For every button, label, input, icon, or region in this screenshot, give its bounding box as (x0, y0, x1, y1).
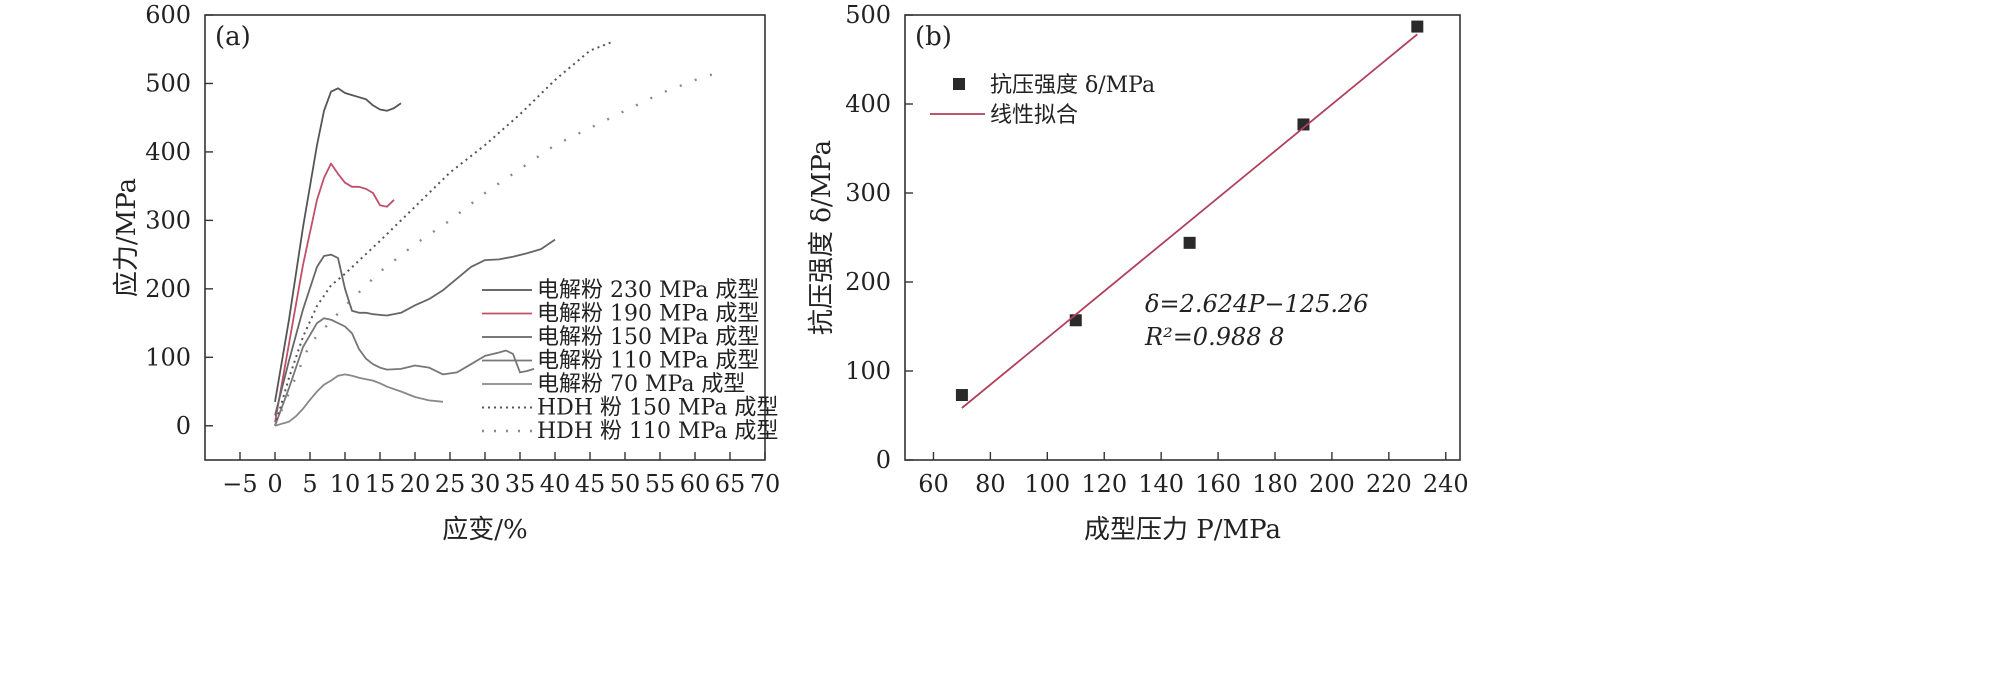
panel-label: (a) (215, 22, 251, 52)
y-tick-label: 100 (845, 357, 891, 385)
series-line (274, 317, 535, 427)
y-tick-label: 500 (845, 1, 891, 29)
y-tick-label: 100 (145, 343, 191, 371)
legend-label: 电解粉 150 MPa 成型 (537, 325, 759, 350)
legend-label: 电解粉 230 MPa 成型 (537, 278, 759, 303)
x-axis-title: 应变/% (442, 515, 527, 545)
legend-label: 电解粉 70 MPa 成型 (537, 372, 745, 397)
x-tick-label: 200 (1309, 470, 1355, 498)
x-tick-label: 140 (1138, 470, 1184, 498)
y-tick-label: 200 (845, 268, 891, 296)
x-tick-label: 60 (918, 470, 949, 498)
y-tick-label: 300 (145, 206, 191, 234)
legend-label: HDH 粉 150 MPa 成型 (537, 396, 778, 421)
x-tick-label: 120 (1081, 470, 1127, 498)
x-tick-label: 15 (365, 470, 396, 498)
x-tick-label: 55 (645, 470, 676, 498)
y-tick-label: 200 (145, 275, 191, 303)
data-point (955, 389, 968, 402)
series-line (961, 33, 1418, 409)
x-tick-label: 40 (540, 470, 571, 498)
data-point (1183, 236, 1196, 249)
x-tick-label: 35 (505, 470, 536, 498)
x-tick-label: 180 (1252, 470, 1298, 498)
x-tick-label: 80 (975, 470, 1006, 498)
legend-label: 电解粉 110 MPa 成型 (537, 349, 759, 374)
fit-r-squared: R²=0.988 8 (1144, 323, 1284, 351)
legend-swatch (953, 78, 965, 90)
x-tick-label: 240 (1423, 470, 1469, 498)
series-line (274, 238, 556, 416)
x-tick-label: 65 (715, 470, 746, 498)
x-tick-label: 220 (1366, 470, 1412, 498)
data-point (1411, 20, 1424, 33)
x-tick-label: 20 (400, 470, 431, 498)
x-tick-label: 60 (680, 470, 711, 498)
fit-equation: δ=2.624P−125.26 (1145, 290, 1369, 318)
y-tick-label: 500 (145, 69, 191, 97)
x-tick-label: 160 (1195, 470, 1241, 498)
data-point (1069, 314, 1082, 327)
series-line (274, 87, 402, 402)
legend-label: 抗压强度 δ/MPa (990, 73, 1155, 98)
x-tick-label: 50 (610, 470, 641, 498)
panel-b: 60 80 100 120 140 160 180 200 220 240 0 100 200 300 40… (807, 1, 1469, 545)
y-tick-label: 400 (145, 138, 191, 166)
legend-label: 电解粉 190 MPa 成型 (537, 302, 759, 327)
x-tick-label: 25 (435, 470, 466, 498)
x-tick-label: 45 (575, 470, 606, 498)
y-tick-label: 300 (845, 179, 891, 207)
y-tick-label: 600 (145, 1, 191, 29)
x-tick-label: 0 (267, 470, 282, 498)
x-tick-label: 5 (302, 470, 317, 498)
panel-a: −5 0 5 10 15 20 25 30 35 40 45 50 55 60 65 700100200300… (112, 1, 780, 545)
y-tick-label: 0 (876, 446, 891, 474)
x-tick-label: 10 (330, 470, 361, 498)
plot-frame (904, 14, 1461, 461)
x-tick-label: 30 (470, 470, 501, 498)
y-tick-label: 0 (176, 412, 191, 440)
legend-label: 线性拟合 (990, 103, 1078, 128)
x-axis-title: 成型压力 P/MPa (1084, 515, 1281, 545)
series-line (274, 162, 395, 423)
series-line (274, 373, 444, 427)
y-tick-label: 400 (845, 90, 891, 118)
panel-label: (b) (915, 22, 952, 52)
x-tick-label: −5 (222, 470, 257, 498)
data-point (1297, 118, 1310, 131)
y-axis-title: 应力/MPa (112, 178, 142, 297)
x-tick-label: 70 (750, 470, 781, 498)
y-axis-title: 抗压强度 δ/MPa (807, 140, 837, 335)
legend-label: HDH 粉 110 MPa 成型 (537, 419, 778, 444)
x-tick-label: 100 (1024, 470, 1070, 498)
